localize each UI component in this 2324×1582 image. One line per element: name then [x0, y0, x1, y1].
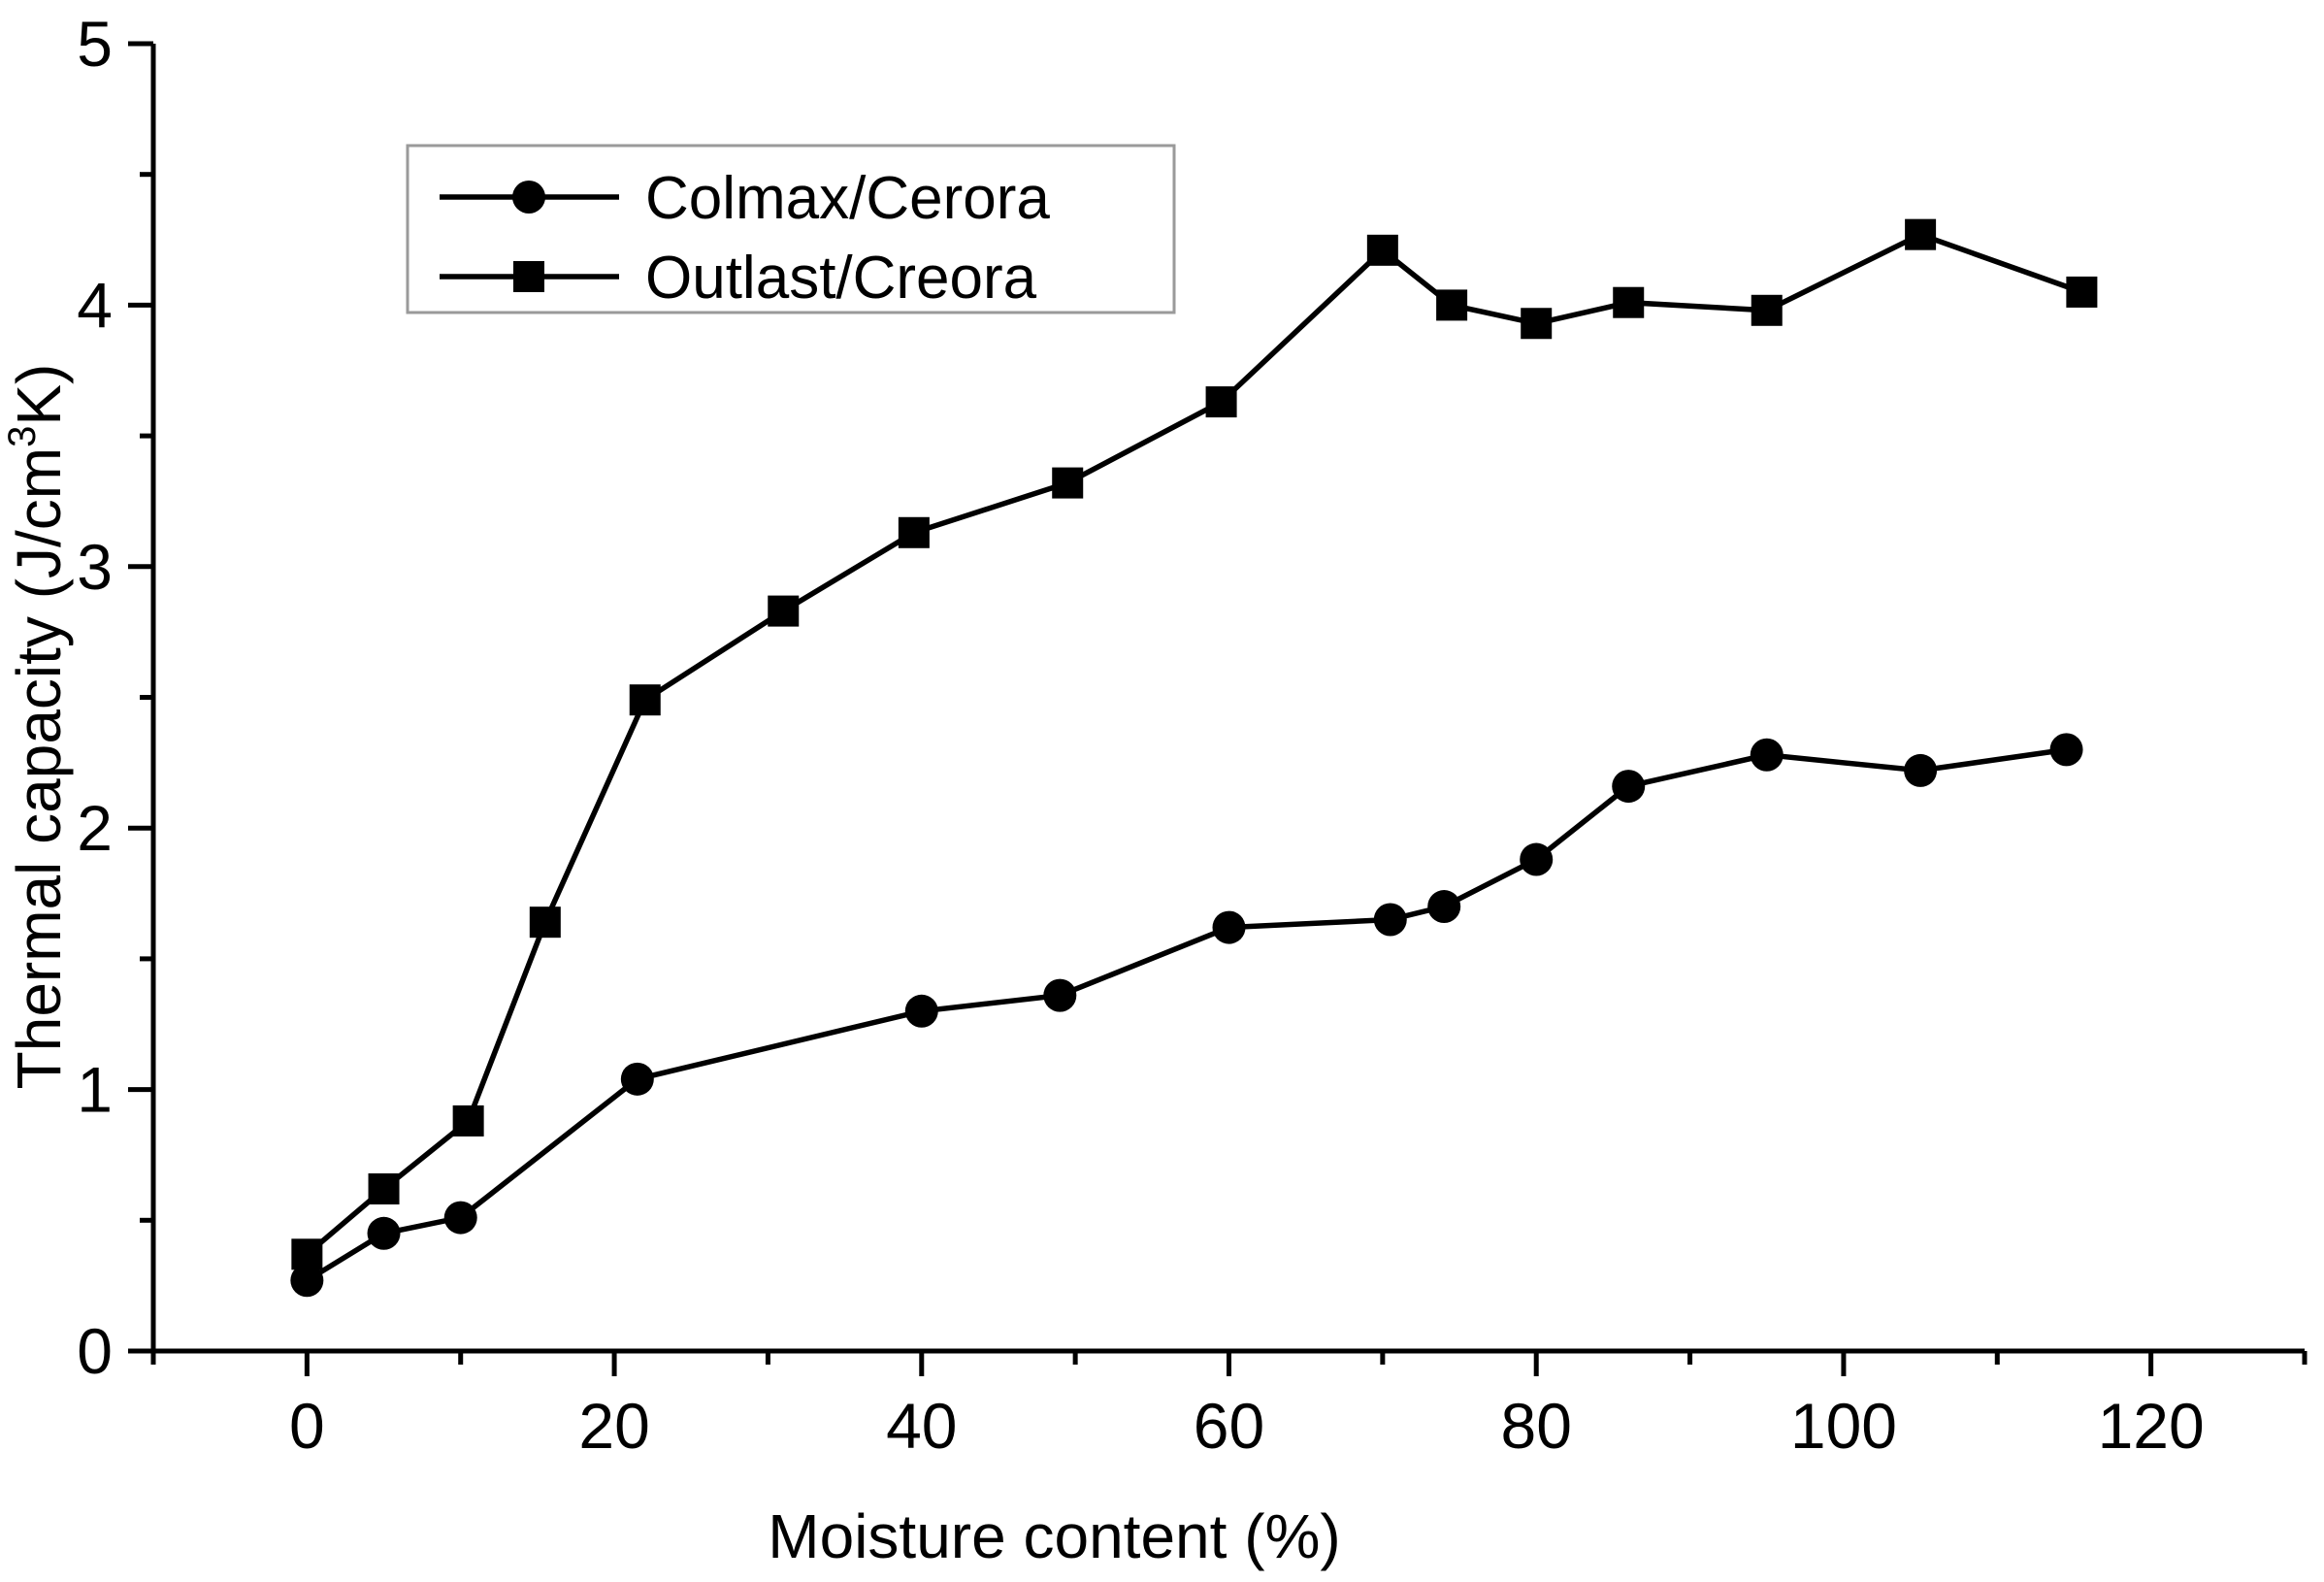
data-point-square	[452, 1104, 484, 1137]
legend: Colmax/Cerora Outlast/Creora	[406, 144, 1176, 314]
legend-entry-outlast: Outlast/Creora	[440, 245, 1037, 312]
y-tick-label: 2	[77, 792, 113, 864]
data-point-square	[368, 1172, 400, 1204]
data-point-square	[768, 595, 800, 627]
data-point-circle	[1427, 890, 1461, 924]
data-point-circle	[443, 1201, 477, 1235]
x-tick-label: 60	[1194, 1390, 1264, 1462]
data-point-circle	[1043, 978, 1077, 1012]
data-point-circle	[904, 994, 938, 1028]
data-point-circle	[2049, 733, 2083, 767]
data-point-square	[1751, 294, 1783, 326]
y-axis-label-sup: 3	[1, 426, 44, 447]
data-point-square	[898, 516, 930, 548]
data-point-square	[1366, 234, 1398, 266]
legend-label-colmax: Colmax/Cerora	[645, 165, 1050, 232]
data-point-circle	[1904, 753, 1938, 787]
data-point-circle	[1750, 738, 1784, 772]
series-colmax-cerora	[290, 733, 2083, 1298]
y-tick-label: 5	[77, 8, 113, 80]
data-point-square	[2066, 276, 2098, 308]
data-point-square	[1436, 289, 1468, 321]
y-axis-label-main: Thermal capacity (J/cm	[4, 447, 74, 1089]
legend-label-outlast: Outlast/Creora	[645, 245, 1037, 312]
series-line	[305, 231, 2083, 1257]
y-axis-label-tail: K)	[4, 364, 74, 426]
x-tick-label: 20	[578, 1390, 649, 1462]
x-tick-label: 80	[1501, 1390, 1572, 1462]
x-tick-label: 100	[1790, 1390, 1897, 1462]
data-point-square	[529, 906, 561, 939]
y-tick-label: 0	[77, 1315, 113, 1387]
data-point-circle	[1612, 770, 1646, 804]
data-point-square	[629, 684, 661, 716]
data-point-circle	[290, 1264, 324, 1298]
legend-circle-marker-icon	[512, 181, 545, 214]
series-layer	[290, 218, 2098, 1298]
data-point-circle	[367, 1216, 401, 1250]
x-tick-label: 120	[2098, 1390, 2205, 1462]
data-point-square	[1521, 308, 1553, 340]
legend-entry-colmax: Colmax/Cerora	[440, 165, 1050, 232]
y-tick-label: 3	[77, 531, 113, 603]
data-point-square	[1613, 286, 1645, 318]
y-tick-label: 4	[77, 269, 113, 341]
x-tick-label: 0	[289, 1390, 325, 1462]
series-line	[305, 746, 2067, 1283]
data-point-circle	[1373, 903, 1407, 937]
y-tick-label: 1	[77, 1054, 113, 1126]
legend-square-marker-icon	[513, 261, 544, 292]
data-point-square	[291, 1238, 323, 1270]
series-outlast-creora	[291, 218, 2098, 1270]
data-point-circle	[620, 1062, 654, 1096]
data-point-square	[1052, 467, 1084, 499]
data-point-circle	[1212, 910, 1246, 944]
x-tick-label: 40	[886, 1390, 957, 1462]
y-axis-label: Thermal capacity (J/cm3K)	[1, 364, 74, 1090]
ticks: 0 20 40 60 80 100 120 0 1 2 3 4 5	[77, 8, 2308, 1462]
data-point-square	[1205, 386, 1237, 418]
data-point-square	[1905, 218, 1937, 250]
data-point-circle	[1520, 842, 1554, 876]
x-axis-label: Moisture content (%)	[768, 1501, 1340, 1571]
